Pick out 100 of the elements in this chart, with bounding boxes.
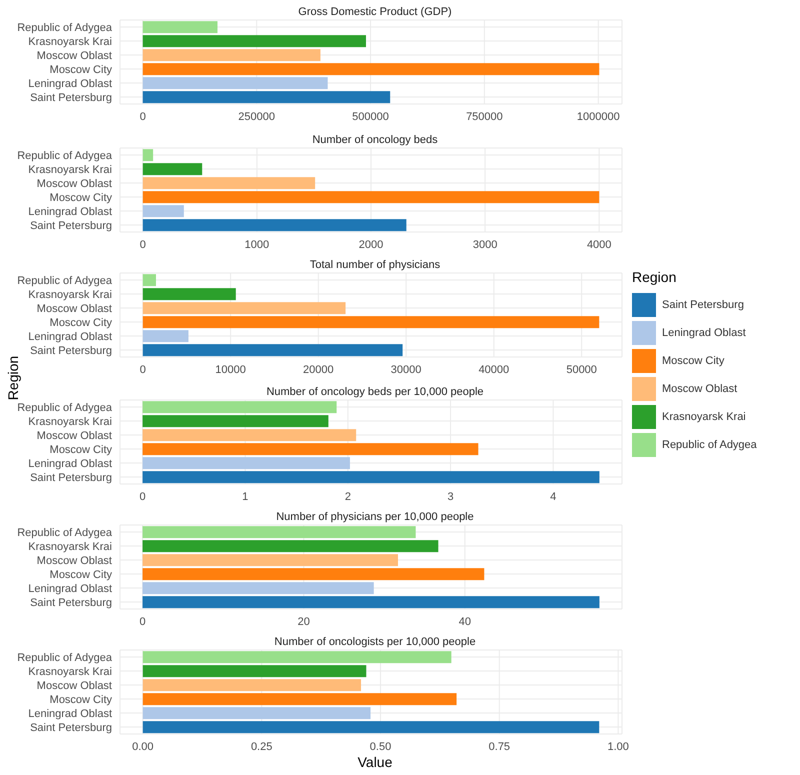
x-tick-label: 3 — [448, 490, 454, 503]
x-tick-label: 1 — [242, 490, 248, 503]
bar — [142, 596, 600, 608]
x-tick-label: 0.75 — [488, 740, 510, 753]
category-label: Moscow City — [662, 355, 724, 367]
category-label: Moscow Oblast — [662, 383, 738, 395]
y-tick-label: Moscow Oblast — [36, 555, 112, 567]
x-tick-label: 20000 — [303, 364, 334, 376]
category-label: Krasnoyarsk Krai — [662, 411, 746, 423]
y-tick-label: Moscow City — [50, 444, 112, 456]
category-label: Republic of Adygea — [662, 439, 757, 451]
y-tick-label: Saint Petersburg — [30, 220, 112, 232]
bar — [142, 443, 478, 456]
x-tick-label: 3000 — [472, 238, 498, 251]
y-tick-label: Republic of Adygea — [17, 652, 113, 664]
x-tick-label: 0 — [140, 490, 146, 503]
x-tick-label: 40000 — [478, 364, 510, 376]
bar — [142, 63, 600, 76]
x-tick-label: 4 — [550, 490, 556, 503]
y-tick-label: Moscow City — [50, 569, 112, 581]
y-tick-label: Leningrad Oblast — [28, 583, 112, 595]
y-tick-label: Leningrad Oblast — [28, 206, 112, 218]
bar — [142, 568, 484, 580]
x-tick-label: 30000 — [390, 364, 422, 376]
y-tick-label: Moscow City — [50, 317, 112, 329]
y-tick-label: Saint Petersburg — [30, 722, 112, 734]
bar — [142, 219, 406, 232]
bar — [142, 205, 184, 218]
chart-title: Gross Domestic Product (GDP) — [297, 6, 453, 18]
category-label: Saint Petersburg — [662, 299, 744, 311]
y-tick-label: Saint Petersburg — [30, 92, 112, 104]
x-tick-label: 4000 — [586, 238, 612, 251]
y-axis-title: Region — [5, 354, 21, 402]
category-label: Leningrad Oblast — [662, 327, 746, 339]
bar — [142, 191, 600, 204]
x-tick-label: 10000 — [215, 364, 246, 376]
x-tick-label: 1000000 — [576, 110, 620, 123]
bar — [142, 471, 600, 484]
y-tick-label: Leningrad Oblast — [28, 458, 112, 470]
y-tick-label: Moscow Oblast — [36, 680, 112, 692]
bar — [142, 679, 362, 692]
bar — [142, 415, 328, 428]
chart-title: Total number of physicians — [308, 259, 442, 271]
bar — [142, 651, 452, 664]
bar — [142, 163, 202, 176]
y-tick-label: Moscow City — [50, 64, 112, 76]
bar — [142, 149, 154, 162]
y-tick-label: Krasnoyarsk Krai — [28, 36, 112, 48]
bar — [142, 177, 316, 190]
chart-title: Number of oncologists per 10,000 people — [273, 636, 477, 648]
x-tick-label: 750000 — [466, 110, 503, 123]
bar — [142, 21, 218, 34]
x-tick-label: 0 — [140, 364, 146, 376]
bar — [142, 693, 457, 706]
y-tick-label: Moscow Oblast — [36, 178, 112, 190]
y-tick-label: Republic of Adygea — [17, 275, 113, 287]
x-tick-label: 0.00 — [132, 740, 154, 753]
y-tick-label: Krasnoyarsk Krai — [28, 289, 112, 301]
x-tick-label: 0 — [140, 616, 146, 628]
bar — [142, 49, 320, 62]
x-tick-label: 250000 — [238, 110, 276, 123]
y-tick-label: Republic of Adygea — [17, 150, 113, 162]
y-tick-label: Saint Petersburg — [30, 597, 112, 609]
y-tick-label: Saint Petersburg — [30, 472, 112, 484]
bar — [142, 665, 366, 678]
x-tick-label: 1.00 — [607, 740, 629, 753]
y-tick-label: Republic of Adygea — [17, 527, 113, 539]
chart-title: Number of oncology beds per 10,000 people — [265, 386, 485, 398]
y-tick-label: Krasnoyarsk Krai — [28, 164, 112, 176]
y-tick-label: Saint Petersburg — [30, 345, 112, 357]
y-tick-label: Krasnoyarsk Krai — [28, 541, 112, 553]
bar — [142, 707, 371, 720]
y-tick-label: Leningrad Oblast — [28, 708, 112, 720]
y-tick-label: Moscow Oblast — [36, 50, 112, 62]
chart-title: Number of physicians per 10,000 people — [275, 511, 475, 523]
bar — [142, 526, 416, 538]
bar — [142, 554, 398, 566]
y-tick-label: Republic of Adygea — [17, 22, 113, 34]
y-tick-label: Moscow City — [50, 694, 112, 706]
y-tick-label: Moscow Oblast — [36, 303, 112, 315]
bar — [142, 721, 600, 734]
bar — [142, 77, 328, 90]
x-tick-label: 2 — [344, 490, 351, 503]
bar — [142, 35, 366, 48]
x-tick-label: 0.50 — [370, 740, 392, 753]
bar — [142, 540, 438, 552]
y-tick-label: Krasnoyarsk Krai — [28, 416, 112, 428]
x-tick-label: 1000 — [244, 238, 270, 251]
y-tick-label: Moscow City — [50, 192, 112, 204]
bar — [142, 429, 356, 442]
bar — [142, 91, 390, 104]
x-tick-label: 40 — [458, 616, 471, 628]
x-tick-label: 500000 — [352, 110, 389, 123]
x-tick-label: 2000 — [358, 238, 384, 251]
bar — [142, 457, 350, 470]
y-tick-label: Republic of Adygea — [17, 402, 113, 414]
legend-title: Region — [632, 269, 678, 285]
bar — [142, 582, 374, 594]
x-tick-label: 50000 — [566, 364, 597, 376]
chart-title: Number of oncology beds — [311, 134, 439, 146]
